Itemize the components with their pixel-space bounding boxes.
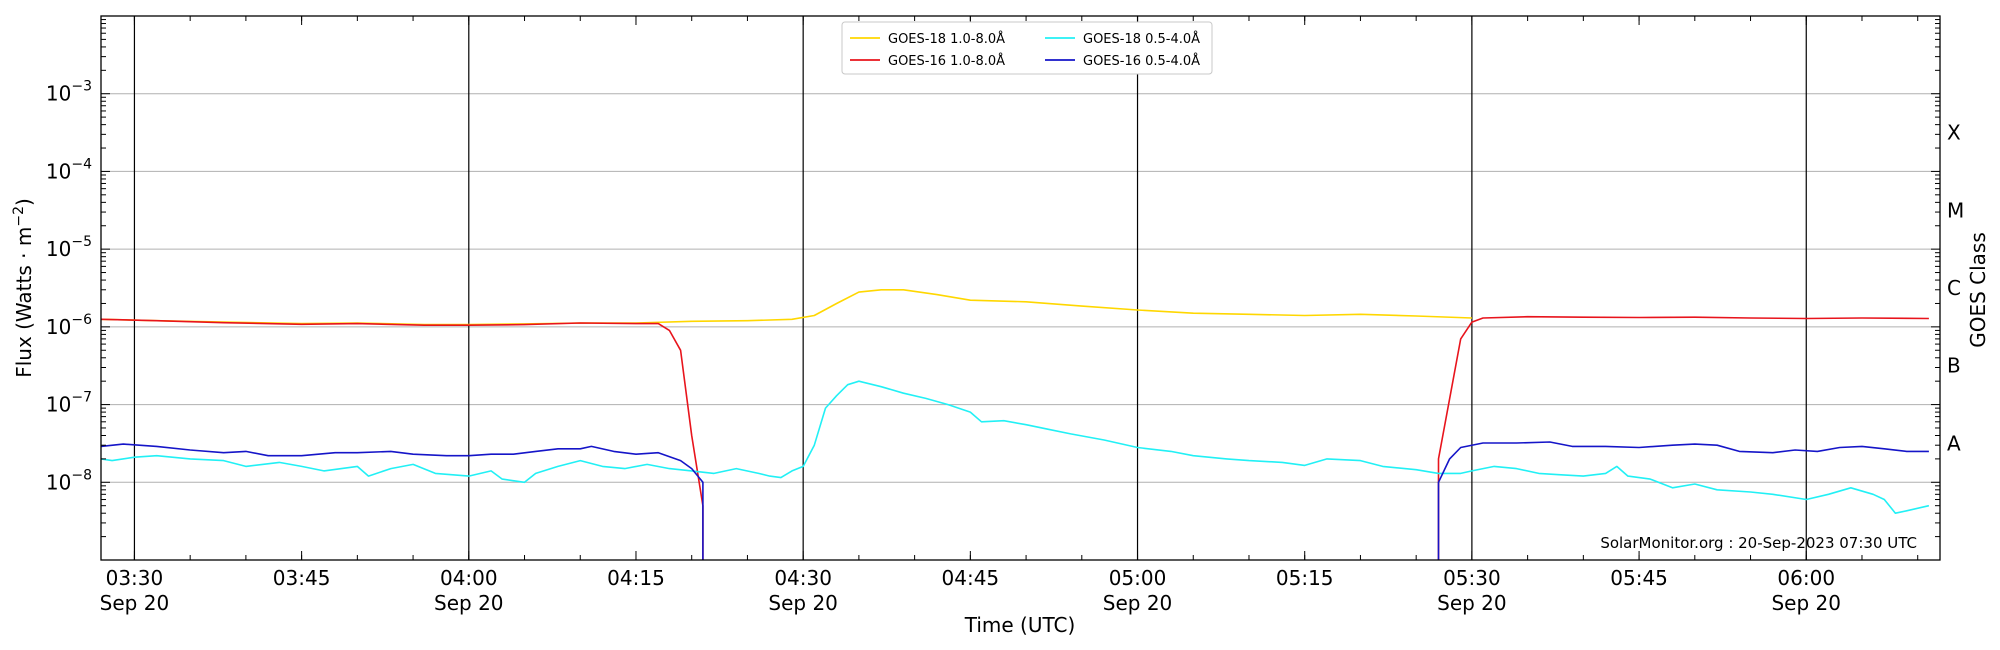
goes-class-label: B [1947,354,1961,378]
x-tick-date-label: Sep 20 [100,591,170,615]
credit-text: SolarMonitor.org : 20-Sep-2023 07:30 UTC [1600,534,1917,552]
y-tick-label: 10−4 [46,156,92,183]
x-tick-label: 04:30 [774,566,832,590]
x-tick-date-label: Sep 20 [1771,591,1841,615]
legend-label: GOES-18 0.5-4.0Å [1083,31,1200,47]
series-layer [100,289,1930,560]
series-line [100,289,1472,326]
y-tick-label: 10−5 [46,234,92,261]
grid-layer [101,16,1940,560]
goes-class-label: M [1947,198,1964,222]
series-line [1437,441,1929,560]
x-tick-label: 04:15 [607,566,665,590]
x-tick-date-label: Sep 20 [768,591,838,615]
plot-frame [100,15,1941,561]
labels-layer: Time (UTC) GOES Class SolarMonitor.org :… [964,232,1990,637]
y-tick-label: 10−6 [46,312,92,339]
series-line [100,318,704,560]
y-tick-label: 10−3 [46,79,92,106]
legend-label: GOES-16 1.0-8.0Å [888,53,1005,69]
x-tick-label: 03:30 [106,566,164,590]
y-axis-title: Flux (Watts · m−2) [11,198,36,378]
legend: GOES-18 1.0-8.0Å GOES-16 1.0-8.0Å GOES-18 … [841,21,1213,75]
legend-label: GOES-16 0.5-4.0Å [1083,53,1200,69]
x-tick-date-label: Sep 20 [1103,591,1173,615]
x-tick-label: 05:00 [1109,566,1167,590]
series-line [100,380,1930,514]
x-tick-label: 04:45 [942,566,1000,590]
x-axis-title: Time (UTC) [964,613,1076,637]
x-tick-label: 03:45 [273,566,331,590]
x-tick-label: 05:45 [1610,566,1668,590]
y-tick-label: 10−7 [46,390,92,417]
x-tick-date-label: Sep 20 [434,591,504,615]
series-line [1437,315,1929,560]
x-tick-label: 05:15 [1276,566,1334,590]
goes-class-label: A [1947,431,1961,455]
goes-class-axis-title: GOES Class [1966,232,1990,348]
legend-box [841,21,1213,75]
goes-class-label: C [1947,276,1961,300]
goes-class-label: X [1947,121,1961,145]
x-tick-label: 04:00 [440,566,498,590]
x-tick-label: 05:30 [1443,566,1501,590]
x-tick-label: 06:00 [1777,566,1835,590]
x-tick-date-label: Sep 20 [1437,591,1507,615]
y-tick-label: 10−8 [46,467,92,494]
legend-label: GOES-18 1.0-8.0Å [888,31,1005,47]
series-line [100,443,704,560]
